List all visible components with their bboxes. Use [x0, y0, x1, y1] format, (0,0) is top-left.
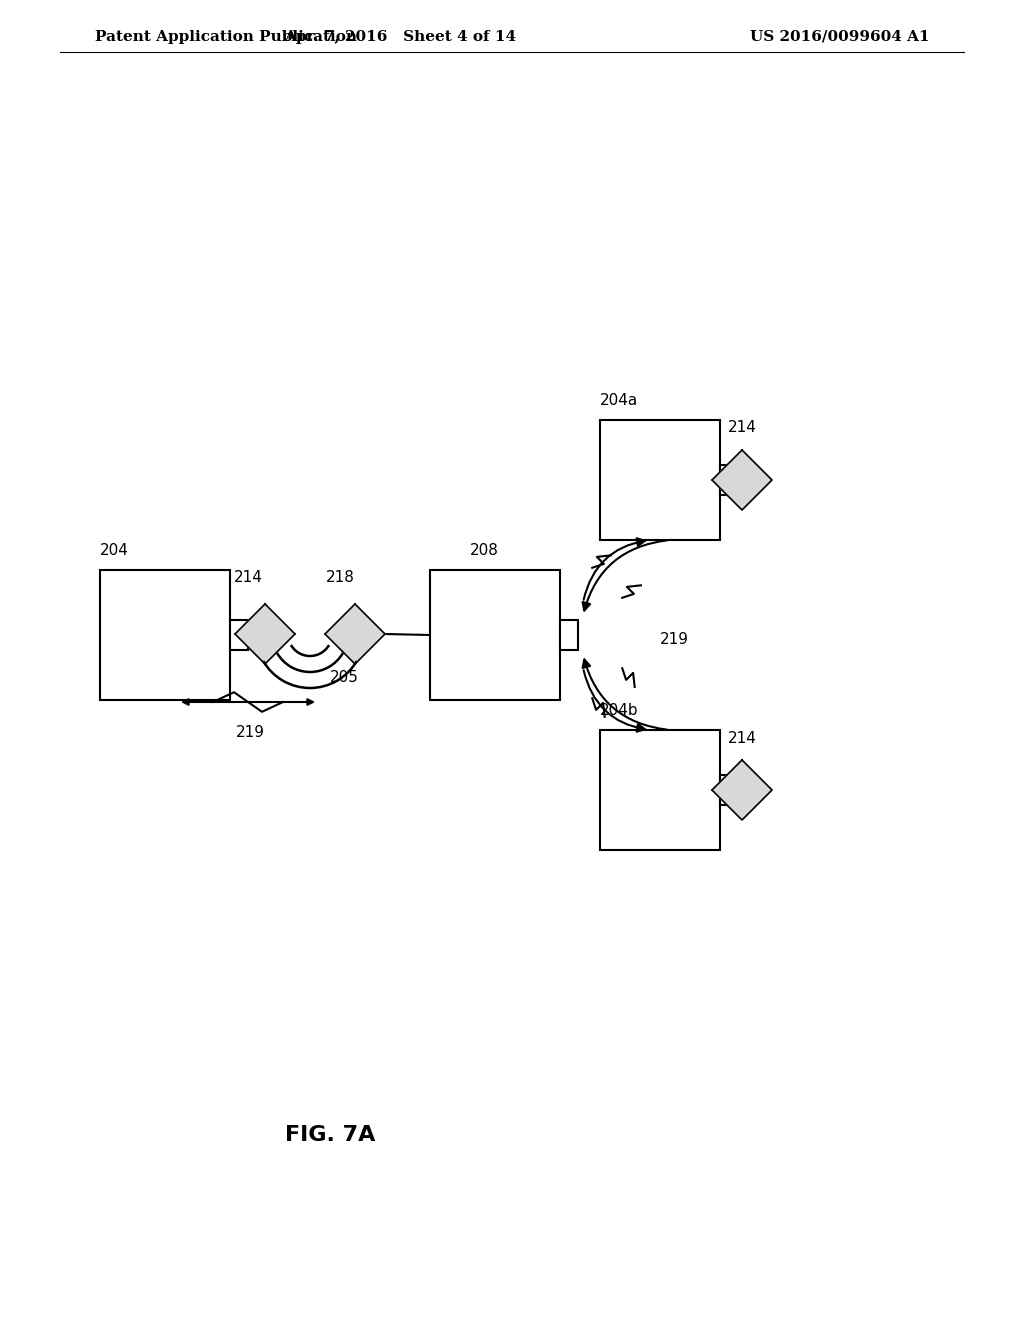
Text: 204: 204 — [100, 543, 129, 558]
Bar — [720, 775, 738, 805]
Polygon shape — [325, 605, 385, 664]
FancyArrowPatch shape — [584, 671, 645, 731]
Bar — [560, 620, 578, 649]
Bar — [230, 620, 248, 649]
FancyArrowPatch shape — [584, 539, 645, 599]
Text: 218: 218 — [326, 570, 354, 585]
Text: FIG. 7A: FIG. 7A — [285, 1125, 375, 1144]
Bar — [600, 420, 720, 540]
Text: Apr. 7, 2016   Sheet 4 of 14: Apr. 7, 2016 Sheet 4 of 14 — [284, 30, 516, 44]
Text: 219: 219 — [660, 632, 689, 648]
Text: Patent Application Publication: Patent Application Publication — [95, 30, 357, 44]
Text: 214: 214 — [233, 570, 262, 585]
FancyArrowPatch shape — [583, 660, 668, 730]
FancyArrowPatch shape — [583, 540, 668, 611]
Bar — [600, 730, 720, 850]
Bar — [430, 570, 560, 700]
Text: 219: 219 — [236, 725, 264, 741]
Polygon shape — [234, 605, 295, 664]
Polygon shape — [712, 760, 772, 820]
Text: 204b: 204b — [600, 704, 639, 718]
Text: 214: 214 — [728, 731, 757, 746]
Text: US 2016/0099604 A1: US 2016/0099604 A1 — [751, 30, 930, 44]
Bar — [720, 465, 738, 495]
Text: 204a: 204a — [600, 393, 638, 408]
Polygon shape — [712, 450, 772, 510]
Text: 214: 214 — [728, 420, 757, 436]
Text: 205: 205 — [330, 671, 358, 685]
Bar — [100, 570, 230, 700]
Text: 208: 208 — [470, 543, 499, 558]
